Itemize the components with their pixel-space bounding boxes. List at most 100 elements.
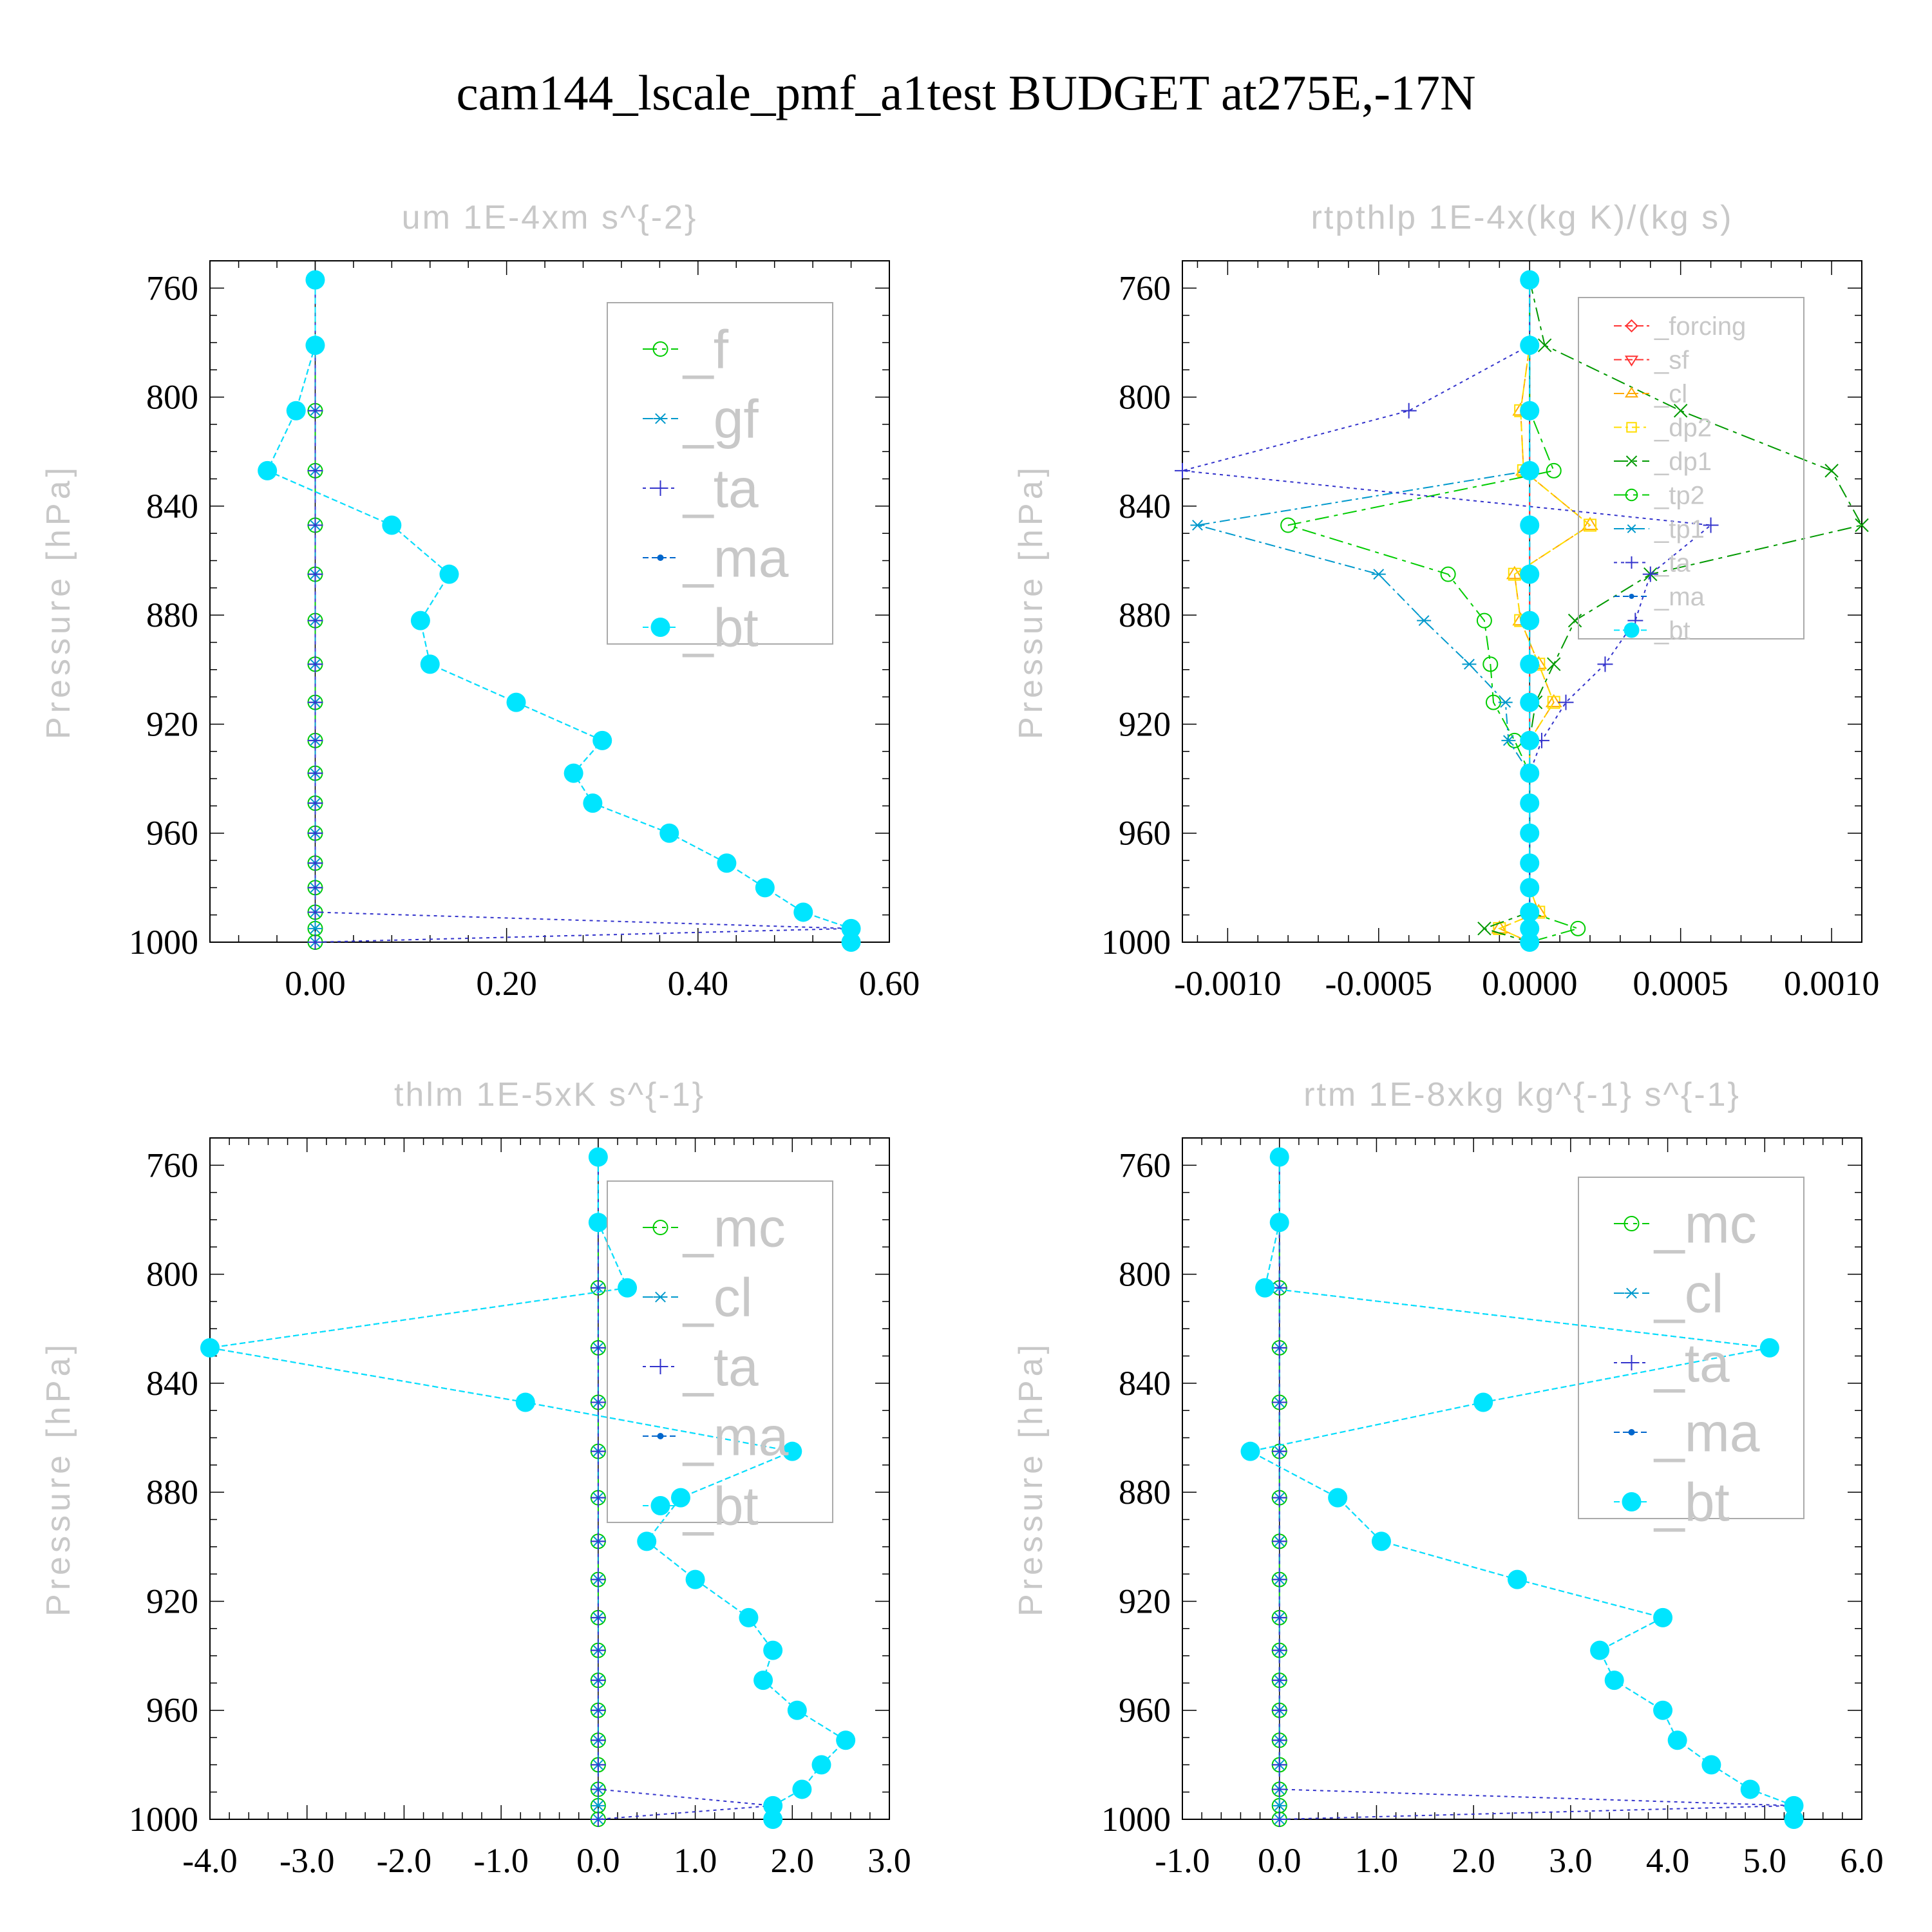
y-tick-label: 1000 bbox=[129, 1800, 198, 1839]
marker-bt bbox=[1520, 460, 1540, 480]
legend-entry: _cl bbox=[643, 1267, 752, 1327]
marker-bt bbox=[650, 1496, 670, 1515]
marker-ta bbox=[307, 402, 323, 419]
marker-dp2 bbox=[1626, 422, 1637, 433]
marker-bt bbox=[1328, 1488, 1348, 1508]
y-tick-label: 840 bbox=[1119, 487, 1171, 526]
marker-dp1 bbox=[1547, 657, 1561, 672]
marker-dp1 bbox=[1567, 613, 1582, 628]
marker-bt bbox=[637, 1531, 657, 1551]
marker-bt bbox=[1520, 270, 1540, 290]
series-ta bbox=[1271, 1149, 1802, 1827]
x-tick-label: 0.0 bbox=[1258, 1841, 1302, 1880]
x-tick-label: 3.0 bbox=[1549, 1841, 1593, 1880]
legend-entry: _bt bbox=[643, 1475, 759, 1536]
marker-ta bbox=[590, 1732, 606, 1748]
chart-panel-2: rtpthlp 1E-4x(kg K)/(kg s) Pressure [hPa]… bbox=[1012, 199, 1879, 1003]
y-tick-label: 920 bbox=[1119, 1582, 1171, 1620]
marker-mc bbox=[1624, 1216, 1640, 1231]
x-tick-label: 0.20 bbox=[476, 964, 537, 1003]
marker-bt bbox=[1520, 853, 1540, 873]
legend-label: _ta bbox=[682, 458, 759, 518]
marker-cl bbox=[1545, 694, 1562, 708]
marker-bt bbox=[382, 515, 402, 535]
legend-entry: _mc bbox=[1614, 1193, 1757, 1254]
marker-tp1 bbox=[1498, 697, 1513, 708]
y-axis-label: Pressure [hPa] bbox=[40, 464, 77, 739]
marker-ta bbox=[590, 1443, 606, 1459]
legend-entry: _ta bbox=[1614, 1332, 1730, 1393]
marker-cl bbox=[1624, 1287, 1639, 1299]
legend-entry: _f bbox=[643, 319, 729, 379]
marker-ta bbox=[307, 517, 323, 533]
marker-forcing bbox=[1625, 319, 1638, 333]
legend-label: _dp2 bbox=[1654, 414, 1712, 442]
marker-tp2 bbox=[1625, 488, 1638, 502]
y-axis-label: Pressure [hPa] bbox=[1012, 1341, 1050, 1616]
panel-title: rtm 1E-8xkg kg^{-1} s^{-1} bbox=[1303, 1076, 1741, 1113]
x-tick-label: 2.0 bbox=[771, 1841, 815, 1880]
marker-bt bbox=[410, 611, 430, 630]
y-tick-label: 960 bbox=[1119, 814, 1171, 853]
y-tick-label: 960 bbox=[1119, 1691, 1171, 1730]
figure-title: cam144_lscale_pmf_a1test BUDGET at275E,-… bbox=[456, 65, 1475, 120]
marker-ta bbox=[590, 1642, 606, 1658]
marker-dp1 bbox=[1824, 464, 1839, 478]
marker-ta bbox=[307, 825, 323, 841]
marker-bt bbox=[1520, 611, 1540, 630]
legend-label: _tp1 bbox=[1654, 515, 1705, 544]
x-tick-label: 0.00 bbox=[285, 964, 346, 1003]
chart-panel-1: um 1E-4xm s^{-2} Pressure [hPa] 760 800 840 8… bbox=[40, 199, 920, 1003]
marker-bt bbox=[1520, 401, 1540, 421]
legend-label: _ta bbox=[682, 1336, 759, 1397]
legend-entry: _bt bbox=[1614, 1472, 1730, 1532]
legend-label: _bt bbox=[1653, 1472, 1730, 1532]
marker-bt bbox=[1653, 1607, 1673, 1627]
marker-ta bbox=[307, 694, 323, 710]
marker-bt bbox=[1653, 1700, 1673, 1720]
series-line bbox=[1182, 279, 1713, 942]
legend-entry: _gf bbox=[643, 388, 759, 449]
x-tick-label: -2.0 bbox=[377, 1841, 431, 1880]
marker-ta bbox=[1271, 1571, 1287, 1587]
marker-ta bbox=[1271, 1812, 1287, 1827]
marker-ta bbox=[1271, 1340, 1287, 1356]
marker-cl bbox=[1272, 1800, 1287, 1812]
marker-ta bbox=[652, 480, 668, 496]
plot-frame bbox=[209, 260, 890, 943]
marker-bt bbox=[1520, 878, 1540, 898]
legend-entry: _sf bbox=[1614, 346, 1689, 375]
marker-ta bbox=[1401, 402, 1417, 419]
marker-ta bbox=[307, 880, 323, 896]
marker-gf bbox=[653, 413, 668, 424]
marker-bt bbox=[787, 1700, 807, 1720]
marker-bt bbox=[305, 270, 325, 290]
y-tick-label: 880 bbox=[1119, 596, 1171, 634]
legend-label: _bt bbox=[682, 597, 759, 658]
x-tick-label: 5.0 bbox=[1743, 1841, 1787, 1880]
marker-gf bbox=[308, 923, 323, 934]
marker-bt bbox=[836, 1730, 856, 1750]
marker-bt bbox=[515, 1392, 535, 1412]
marker-bt bbox=[1520, 692, 1540, 712]
legend-entry: _bt bbox=[1614, 617, 1690, 645]
marker-bt bbox=[1604, 1671, 1624, 1690]
marker-bt bbox=[685, 1569, 705, 1589]
x-tick-label: 0.0 bbox=[576, 1841, 620, 1880]
y-tick-label: 800 bbox=[146, 1255, 198, 1294]
legend-label: _ta bbox=[1654, 549, 1690, 578]
marker-bt bbox=[650, 618, 670, 637]
marker-dp1 bbox=[1477, 922, 1492, 936]
legend-entry: _ma bbox=[1614, 1402, 1760, 1463]
legend-label: _tp2 bbox=[1654, 482, 1705, 510]
marker-cl bbox=[1624, 386, 1639, 398]
legend-label: _ma bbox=[682, 1406, 789, 1466]
legend-entry: _mc bbox=[643, 1197, 786, 1258]
x-tick-label: -1.0 bbox=[1155, 1841, 1209, 1880]
marker-cl bbox=[591, 1800, 605, 1812]
legend-entry: _tp2 bbox=[1614, 482, 1705, 510]
x-tick-label: 0.60 bbox=[859, 964, 920, 1003]
marker-f bbox=[652, 341, 668, 357]
marker-tp1 bbox=[1501, 735, 1516, 746]
marker-bt bbox=[588, 1213, 608, 1233]
